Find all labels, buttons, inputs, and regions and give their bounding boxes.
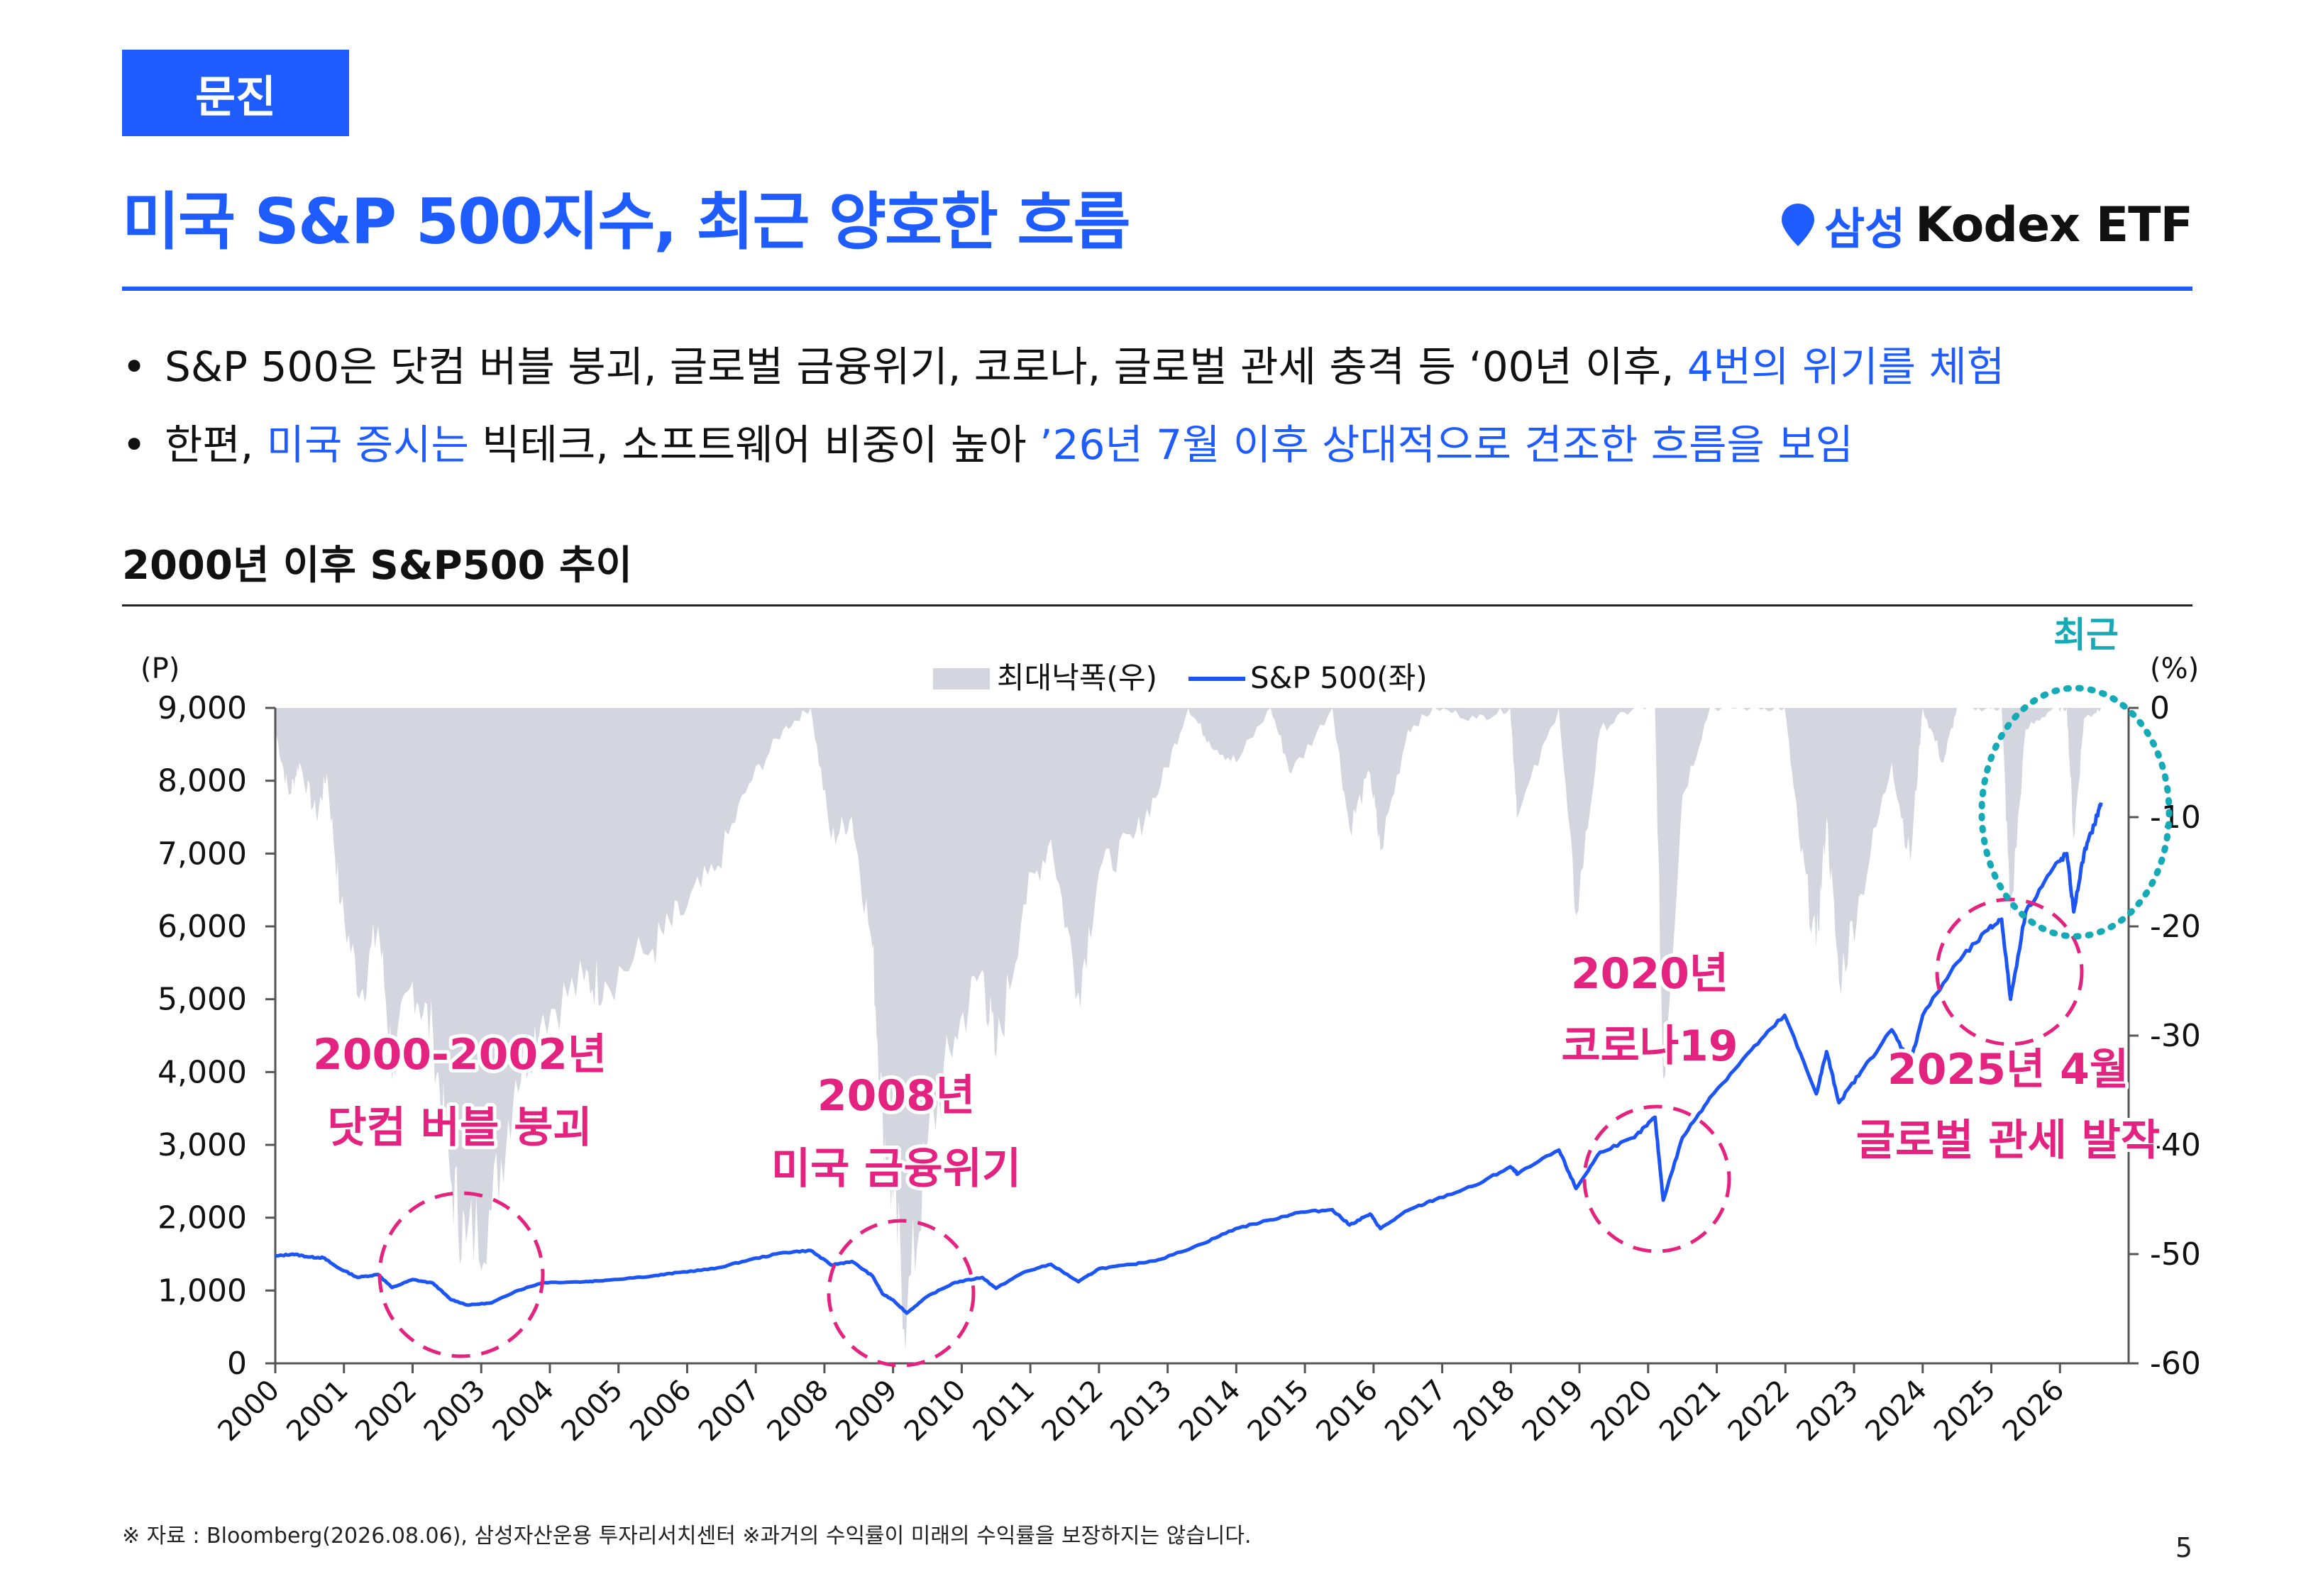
right-axis-tick-label: 0 xyxy=(2150,690,2170,726)
bullet-highlight: 4번의 위기를 체험 xyxy=(1687,343,2005,391)
bullet-text: 빅테크, 소프트웨어 비중이 높아 xyxy=(468,421,1040,469)
right-axis-tick-label: -50 xyxy=(2150,1236,2201,1273)
bullet-text: 한편, xyxy=(165,421,267,469)
left-axis-tick-label: 8,000 xyxy=(158,763,247,799)
annotation-circle xyxy=(377,1191,545,1358)
x-axis-tick-label: 2000 xyxy=(212,1374,287,1448)
x-axis-tick-label: 2025 xyxy=(1928,1374,2002,1448)
x-axis-tick-label: 2016 xyxy=(1310,1374,1384,1448)
x-axis-tick-label: 2007 xyxy=(693,1374,767,1448)
x-axis-tick-label: 2024 xyxy=(1859,1374,1933,1448)
bullet-dot: • xyxy=(122,343,147,391)
right-axis-unit: (%) xyxy=(2150,653,2199,685)
annotation-label: 글로벌 관세 발작 xyxy=(1856,1116,2160,1165)
x-axis-tick-label: 2021 xyxy=(1653,1374,1728,1448)
annotation-label: 최근 xyxy=(2053,614,2119,655)
x-axis-tick-label: 2010 xyxy=(898,1374,973,1448)
brand-name-korean: 삼성 xyxy=(1824,203,1906,255)
x-axis-tick-label: 2001 xyxy=(280,1374,355,1448)
left-axis-tick-label: 2,000 xyxy=(158,1200,247,1236)
source-footnote: ※ 자료 : Bloomberg(2026.08.06), 삼성자산운용 투자리… xyxy=(122,1524,1252,1548)
bullet-item: • S&P 500은 닷컴 버블 붕괴, 글로벌 금융위기, 코로나, 글로벌 관… xyxy=(122,328,2004,406)
annotation-label: 2008년 xyxy=(817,1071,975,1121)
x-axis-tick-label: 2015 xyxy=(1242,1374,1316,1448)
x-axis-tick-label: 2006 xyxy=(624,1374,698,1448)
x-axis-tick-label: 2003 xyxy=(418,1374,492,1448)
title-divider xyxy=(122,287,2192,291)
bullet-text: S&P 500은 닷컴 버블 붕괴, 글로벌 금융위기, 코로나, 글로벌 관세… xyxy=(165,343,1687,391)
legend-sp500-label: S&P 500(좌) xyxy=(1250,660,1428,695)
annotation-label: 닷컴 버블 붕괴 xyxy=(328,1103,592,1153)
annotation-label: 2025년 4월 xyxy=(1887,1045,2129,1095)
right-axis-tick-label: -60 xyxy=(2150,1346,2201,1382)
right-axis-tick-label: -10 xyxy=(2150,799,2201,836)
annotation-label: 코로나19 xyxy=(1561,1021,1738,1071)
left-axis-tick-label: 6,000 xyxy=(158,909,247,945)
annotation-circle xyxy=(1935,897,2084,1046)
section-divider xyxy=(122,604,2192,606)
left-axis-unit: (P) xyxy=(140,653,180,685)
left-axis-tick-label: 5,000 xyxy=(158,982,247,1018)
x-axis-tick-label: 2005 xyxy=(555,1374,629,1448)
x-axis-tick-label: 2013 xyxy=(1104,1374,1179,1448)
bullet-dot: • xyxy=(122,421,147,469)
annotation-label: 2000-2002년 xyxy=(313,1030,607,1080)
right-axis-tick-label: -30 xyxy=(2150,1018,2201,1054)
left-axis-tick-label: 0 xyxy=(227,1346,247,1382)
x-axis-tick-label: 2004 xyxy=(487,1374,561,1448)
legend-drawdown-swatch xyxy=(933,668,990,689)
x-axis-tick-label: 2017 xyxy=(1379,1374,1453,1448)
x-axis-tick-label: 2022 xyxy=(1722,1374,1797,1448)
x-axis-tick-label: 2011 xyxy=(967,1374,1042,1448)
left-axis-tick-label: 7,000 xyxy=(158,836,247,872)
annotation-label: 미국 금융위기 xyxy=(771,1144,1021,1194)
annotation-circle-recent xyxy=(1978,685,2173,940)
x-axis-tick-label: 2018 xyxy=(1447,1374,1522,1448)
right-axis-tick-label: -40 xyxy=(2150,1127,2201,1163)
annotation-circle xyxy=(1582,1104,1731,1253)
x-axis-tick-label: 2019 xyxy=(1516,1374,1591,1448)
x-axis-tick-label: 2014 xyxy=(1173,1374,1247,1448)
bullet-list: • S&P 500은 닷컴 버블 붕괴, 글로벌 금융위기, 코로나, 글로벌 관… xyxy=(122,328,2004,484)
x-axis-tick-label: 2023 xyxy=(1791,1374,1865,1448)
drawdown-area xyxy=(275,708,2102,1351)
page-number: 5 xyxy=(2175,1532,2192,1563)
brand-name-english: Kodex ETF xyxy=(1915,196,2193,253)
category-tag: 문진 xyxy=(122,50,349,136)
x-axis-tick-label: 2009 xyxy=(829,1374,904,1448)
x-axis-tick-label: 2020 xyxy=(1584,1374,1659,1448)
chart-section-title: 2000년 이후 S&P500 추이 xyxy=(122,543,633,589)
x-axis-tick-label: 2012 xyxy=(1035,1374,1110,1448)
page-title: 미국 S&P 500지수, 최근 양호한 흐름 xyxy=(122,185,1130,258)
bullet-item: • 한편, 미국 증시는 빅테크, 소프트웨어 비중이 높아 ’26년 7월 이후… xyxy=(122,406,2004,484)
x-axis-tick-label: 2008 xyxy=(761,1374,835,1448)
left-axis-tick-label: 9,000 xyxy=(158,690,247,726)
left-axis-tick-label: 4,000 xyxy=(158,1054,247,1090)
bullet-highlight: ’26년 7월 이후 상대적으로 견조한 흐름을 보임 xyxy=(1039,421,1854,469)
sp500-line xyxy=(275,802,2103,1315)
brand-logo: 삼성 Kodex ETF xyxy=(1782,193,2193,257)
left-axis-tick-label: 3,000 xyxy=(158,1127,247,1163)
annotation-label: 2020년 xyxy=(1571,949,1728,999)
location-pin-icon xyxy=(1782,204,1815,246)
annotation-circle xyxy=(827,1219,976,1368)
right-axis-tick-label: -20 xyxy=(2150,909,2201,945)
legend-drawdown-label: 최대낙폭(우) xyxy=(997,660,1157,695)
left-axis-tick-label: 1,000 xyxy=(158,1273,247,1309)
bullet-highlight: 미국 증시는 xyxy=(266,421,469,469)
x-axis-tick-label: 2026 xyxy=(1997,1374,2071,1448)
x-axis-tick-label: 2002 xyxy=(349,1374,424,1448)
